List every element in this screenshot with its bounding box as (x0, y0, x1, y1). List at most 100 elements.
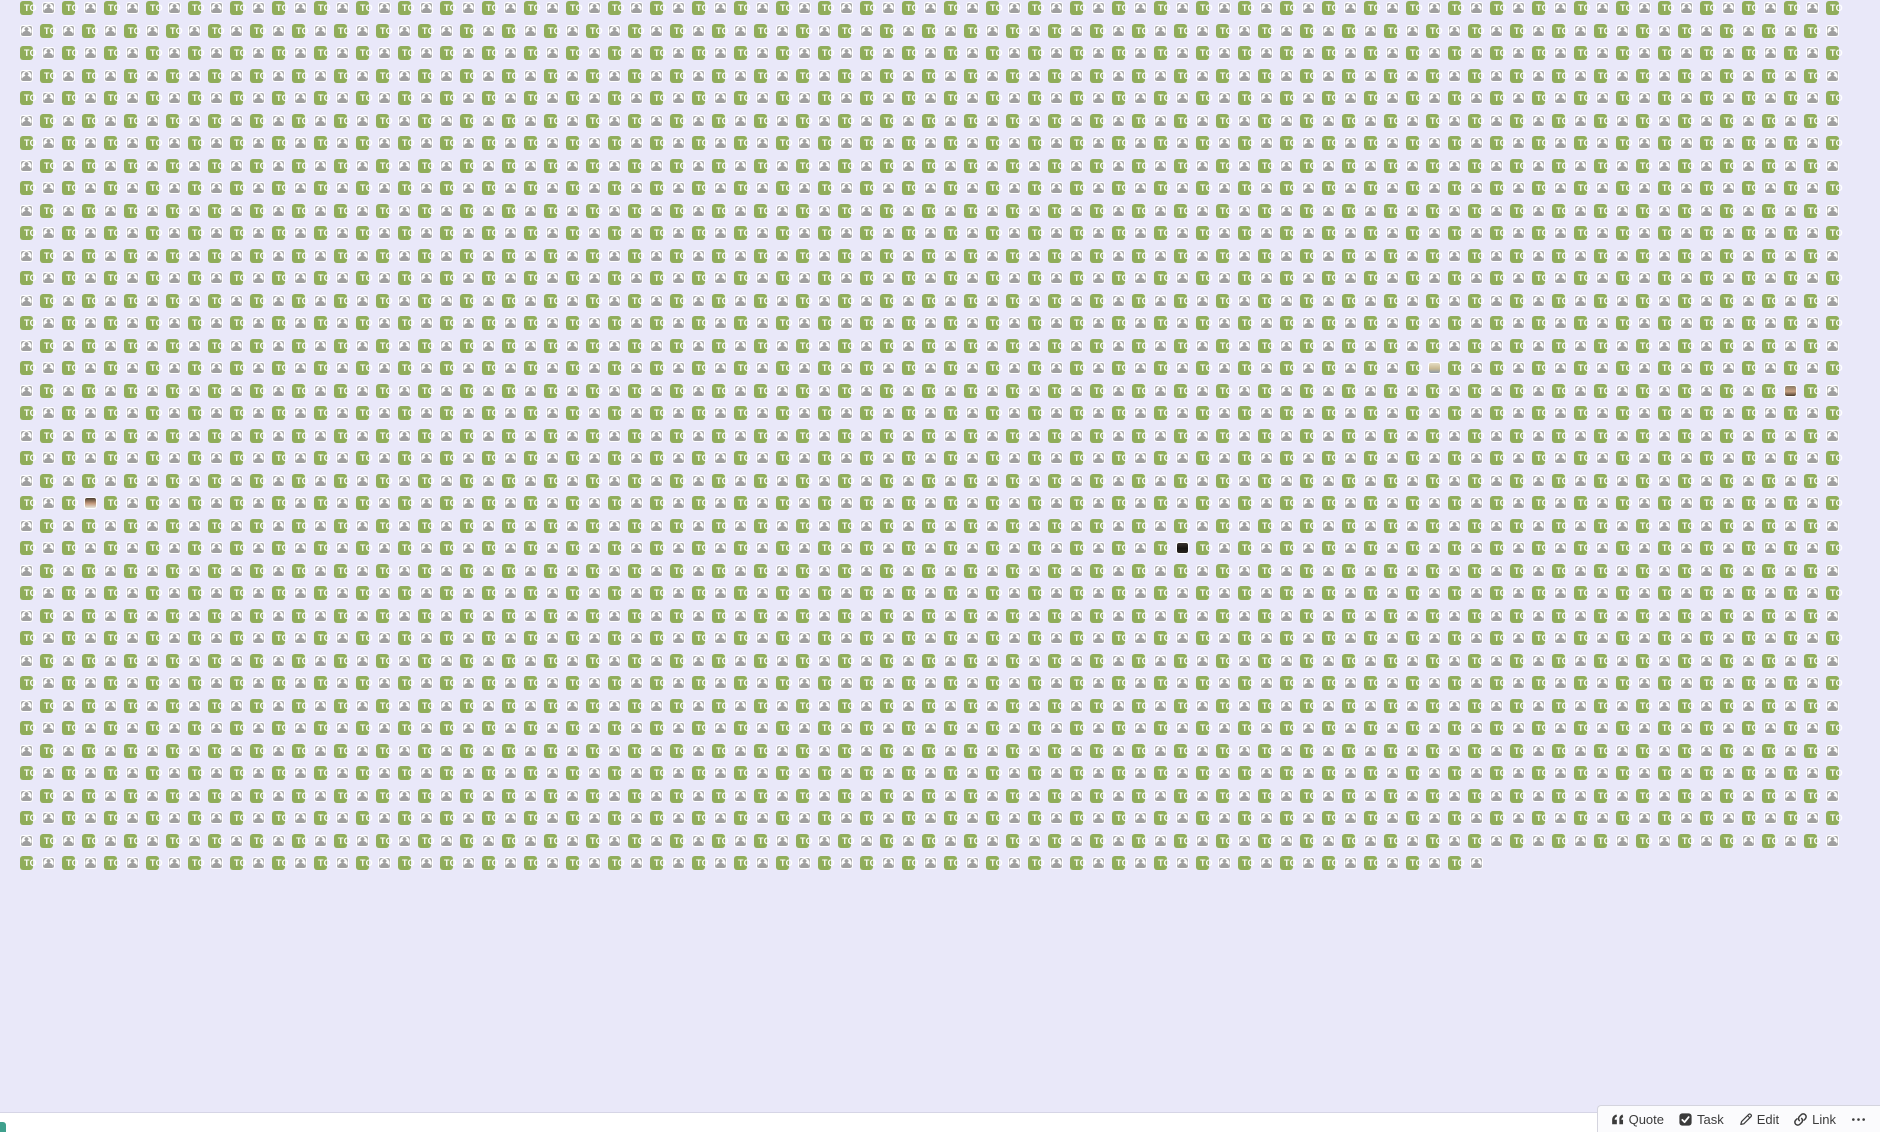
to-mention-chip[interactable]: TO (1238, 676, 1255, 690)
avatar-placeholder-chip[interactable] (524, 474, 537, 487)
to-mention-chip[interactable]: TO (670, 833, 687, 848)
avatar-placeholder-chip[interactable] (986, 69, 999, 82)
to-mention-chip[interactable]: TO (524, 91, 541, 105)
to-mention-chip[interactable]: TO (440, 676, 457, 690)
to-mention-chip[interactable]: TO (922, 158, 939, 173)
avatar-placeholder-chip[interactable] (1700, 159, 1713, 172)
to-mention-chip[interactable]: TO (1510, 383, 1527, 398)
to-mention-chip[interactable]: TO (1258, 563, 1275, 578)
avatar-placeholder-chip[interactable] (210, 2, 223, 14)
avatar-placeholder-chip[interactable] (294, 677, 307, 689)
to-mention-chip[interactable]: TO (880, 563, 897, 578)
avatar-placeholder-chip[interactable] (588, 497, 601, 509)
to-mention-chip[interactable]: TO (20, 631, 37, 645)
avatar-placeholder-chip[interactable] (188, 69, 201, 82)
avatar-placeholder-chip[interactable] (1784, 159, 1797, 172)
avatar-placeholder-chip[interactable] (1112, 204, 1125, 217)
avatar-placeholder-chip[interactable] (336, 722, 349, 734)
avatar-placeholder-chip[interactable] (440, 384, 453, 397)
to-mention-chip[interactable]: TO (902, 46, 919, 60)
to-mention-chip[interactable]: TO (902, 676, 919, 690)
avatar-placeholder-chip[interactable] (1574, 609, 1587, 622)
to-mention-chip[interactable]: TO (1448, 766, 1465, 780)
to-mention-chip[interactable]: TO (188, 451, 205, 465)
avatar-placeholder-chip[interactable] (314, 699, 327, 712)
avatar-placeholder-chip[interactable] (588, 47, 601, 59)
to-mention-chip[interactable]: TO (398, 316, 415, 330)
avatar-placeholder-chip[interactable] (840, 2, 853, 14)
avatar-placeholder-chip[interactable] (860, 24, 873, 37)
avatar-placeholder-chip[interactable] (84, 137, 97, 149)
to-mention-chip[interactable]: TO (1112, 136, 1129, 150)
avatar-placeholder-chip[interactable] (650, 204, 663, 217)
to-mention-chip[interactable]: TO (544, 833, 561, 848)
avatar-placeholder-chip[interactable] (860, 474, 873, 487)
avatar-placeholder-chip[interactable] (84, 812, 97, 824)
to-mention-chip[interactable]: TO (586, 563, 603, 578)
avatar-placeholder-chip[interactable] (1112, 519, 1125, 532)
avatar-placeholder-chip[interactable] (188, 204, 201, 217)
avatar-placeholder-chip[interactable] (776, 474, 789, 487)
avatar-placeholder-chip[interactable] (1028, 339, 1041, 352)
to-mention-chip[interactable]: TO (124, 113, 141, 128)
to-mention-chip[interactable]: TO (62, 316, 79, 330)
to-mention-chip[interactable]: TO (292, 383, 309, 398)
to-mention-chip[interactable]: TO (272, 676, 289, 690)
avatar-placeholder-chip[interactable] (146, 429, 159, 442)
avatar-placeholder-chip[interactable] (588, 407, 601, 419)
to-mention-chip[interactable]: TO (1406, 316, 1423, 330)
to-mention-chip[interactable]: TO (1280, 136, 1297, 150)
avatar-placeholder-chip[interactable] (1596, 722, 1609, 734)
to-mention-chip[interactable]: TO (1762, 833, 1779, 848)
to-mention-chip[interactable]: TO (376, 698, 393, 713)
to-mention-chip[interactable]: TO (1174, 68, 1191, 83)
avatar-placeholder-chip[interactable] (1470, 587, 1483, 599)
avatar-placeholder-chip[interactable] (1280, 339, 1293, 352)
to-mention-chip[interactable]: TO (1678, 608, 1695, 623)
to-mention-chip[interactable]: TO (1720, 248, 1737, 263)
avatar-placeholder-chip[interactable] (1344, 317, 1357, 329)
avatar-placeholder-chip[interactable] (1344, 362, 1357, 374)
to-mention-chip[interactable]: TO (146, 541, 163, 555)
to-mention-chip[interactable]: TO (188, 631, 205, 645)
avatar-placeholder-chip[interactable] (1742, 114, 1755, 127)
avatar-placeholder-chip[interactable] (1050, 857, 1063, 869)
to-mention-chip[interactable]: TO (1826, 676, 1843, 690)
to-mention-chip[interactable]: TO (1258, 248, 1275, 263)
avatar-placeholder-chip[interactable] (336, 812, 349, 824)
to-mention-chip[interactable]: TO (250, 23, 267, 38)
avatar-placeholder-chip[interactable] (420, 767, 433, 779)
to-mention-chip[interactable]: TO (1426, 473, 1443, 488)
to-mention-chip[interactable]: TO (1616, 721, 1633, 735)
avatar-placeholder-chip[interactable] (1532, 519, 1545, 532)
to-mention-chip[interactable]: TO (1364, 676, 1381, 690)
avatar-placeholder-chip[interactable] (672, 362, 685, 374)
to-mention-chip[interactable]: TO (1154, 811, 1171, 825)
to-mention-chip[interactable]: TO (482, 586, 499, 600)
avatar-placeholder-chip[interactable] (84, 92, 97, 104)
avatar-placeholder-chip[interactable] (230, 294, 243, 307)
avatar-placeholder-chip[interactable] (84, 362, 97, 374)
to-mention-chip[interactable]: TO (188, 46, 205, 60)
avatar-placeholder-chip[interactable] (798, 317, 811, 329)
to-mention-chip[interactable]: TO (1574, 406, 1591, 420)
to-mention-chip[interactable]: TO (1238, 541, 1255, 555)
to-mention-chip[interactable]: TO (818, 856, 835, 870)
avatar-placeholder-chip[interactable] (630, 407, 643, 419)
to-mention-chip[interactable]: TO (482, 1, 499, 15)
avatar-placeholder-chip[interactable] (1364, 744, 1377, 757)
avatar-placeholder-chip[interactable] (230, 384, 243, 397)
to-mention-chip[interactable]: TO (1174, 338, 1191, 353)
to-mention-chip[interactable]: TO (1552, 563, 1569, 578)
avatar-placeholder-chip[interactable] (42, 92, 55, 104)
to-mention-chip[interactable]: TO (880, 23, 897, 38)
avatar-placeholder-chip[interactable] (1700, 609, 1713, 622)
to-mention-chip[interactable]: TO (566, 1, 583, 15)
avatar-placeholder-chip[interactable] (924, 362, 937, 374)
to-mention-chip[interactable]: TO (1174, 248, 1191, 263)
avatar-placeholder-chip[interactable] (1742, 474, 1755, 487)
avatar-placeholder-chip[interactable] (1512, 92, 1525, 104)
to-mention-chip[interactable]: TO (1238, 1, 1255, 15)
avatar-placeholder-chip[interactable] (1596, 632, 1609, 644)
avatar-placeholder-chip[interactable] (630, 677, 643, 689)
